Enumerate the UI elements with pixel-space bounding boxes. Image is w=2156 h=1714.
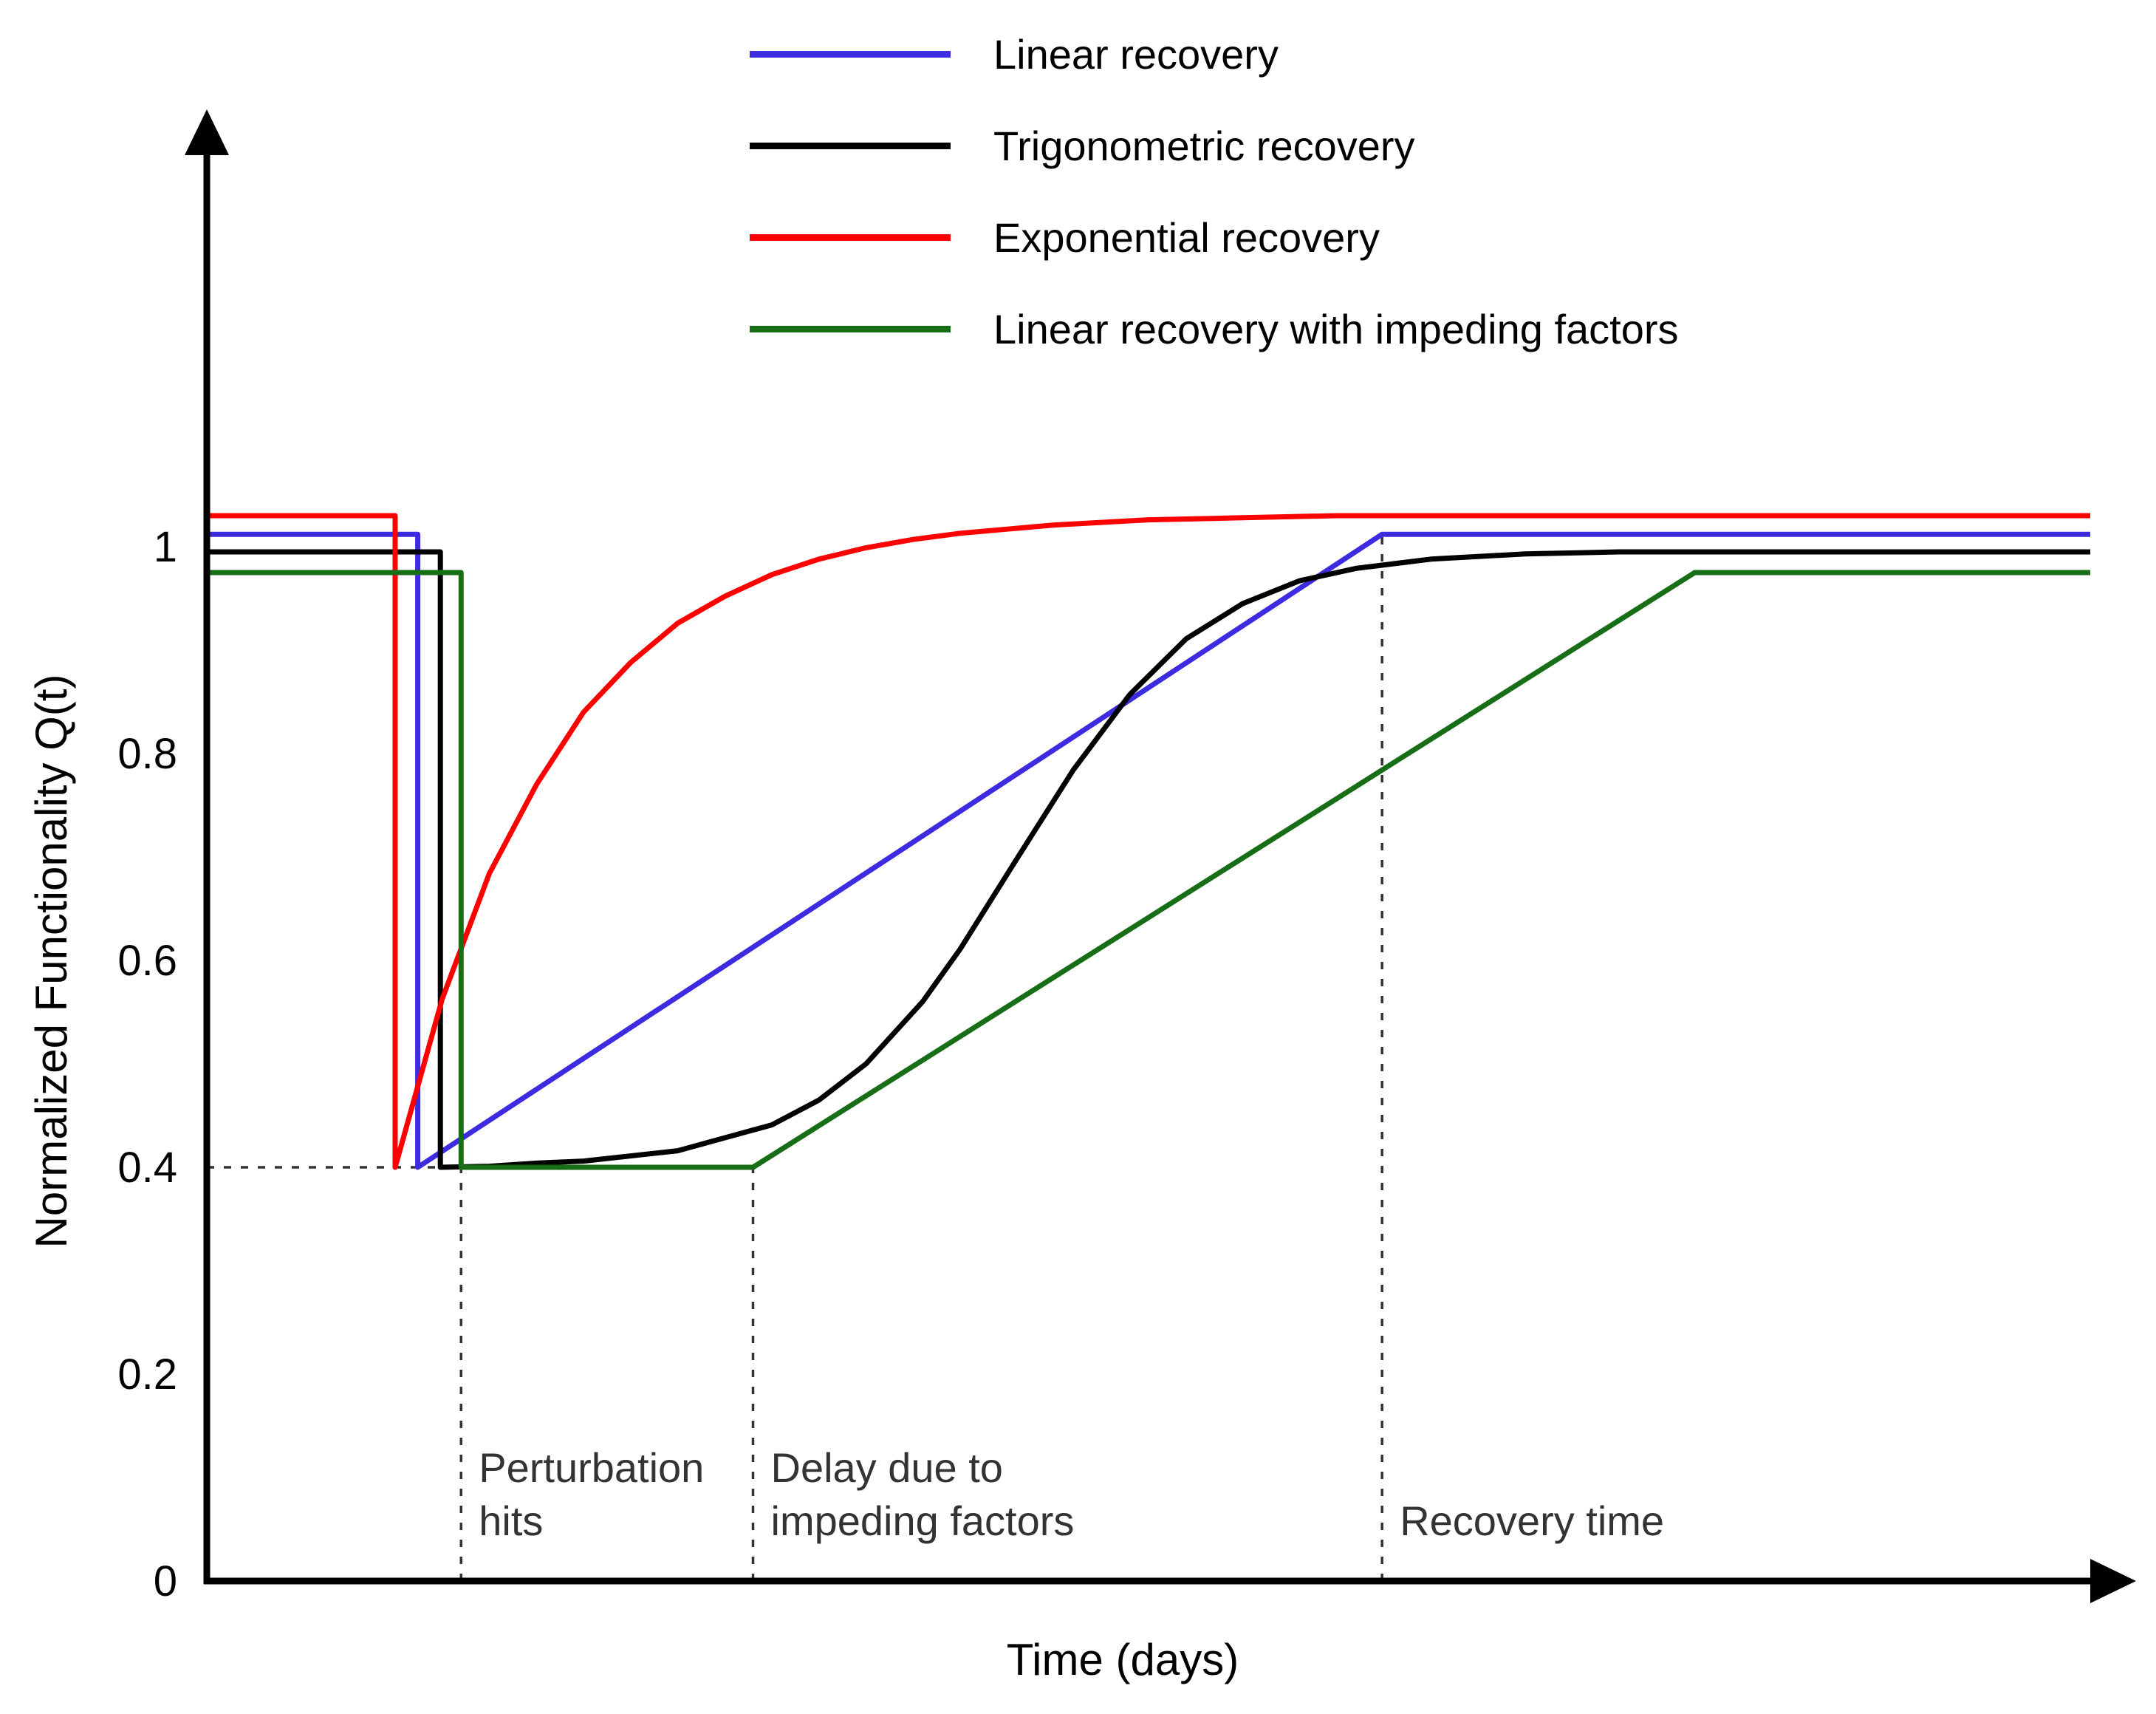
legend-item-exponential-recovery: Exponential recovery [750, 213, 1679, 262]
annotation-label: Delay due to [771, 1444, 1003, 1491]
x-axis-arrow [2090, 1559, 2136, 1603]
legend-item-trigonometric-recovery: Trigonometric recovery [750, 121, 1679, 170]
annotation-label: impeding factors [771, 1498, 1075, 1544]
y-tick-label: 0.4 [117, 1144, 177, 1192]
x-axis-label: Time (days) [1006, 1635, 1239, 1684]
series-linear-recovery-impeding [207, 570, 2090, 1170]
legend-label: Trigonometric recovery [993, 122, 1415, 169]
y-axis-label: Normalized Functionality Q(t) [27, 674, 76, 1249]
legend: Linear recovery Trigonometric recovery E… [750, 30, 1679, 353]
y-tick-label: 0.8 [117, 730, 177, 778]
legend-label: Linear recovery [993, 30, 1279, 78]
legend-line-swatch [750, 50, 951, 58]
y-tick-label: 1 [154, 523, 177, 571]
legend-line-swatch [750, 233, 951, 241]
legend-label: Exponential recovery [993, 214, 1380, 261]
y-tick-label: 0 [154, 1557, 177, 1605]
legend-item-linear-recovery-impeding: Linear recovery with impeding factors [750, 304, 1679, 353]
annotation-label: hits [479, 1498, 543, 1544]
annotation-label: Recovery time [1400, 1498, 1664, 1544]
legend-line-swatch [750, 142, 951, 149]
y-tick-label: 0.6 [117, 937, 177, 985]
series-linear-recovery [207, 531, 2090, 1170]
series-trigonometric-recovery [207, 549, 2090, 1170]
legend-line-swatch [750, 325, 951, 332]
annotation-label: Perturbation [479, 1444, 704, 1491]
legend-label: Linear recovery with impeding factors [993, 305, 1679, 352]
y-axis-arrow [185, 109, 229, 155]
series-exponential-recovery [207, 513, 2090, 1170]
y-tick-label: 0.2 [117, 1351, 177, 1399]
legend-item-linear-recovery: Linear recovery [750, 30, 1679, 78]
